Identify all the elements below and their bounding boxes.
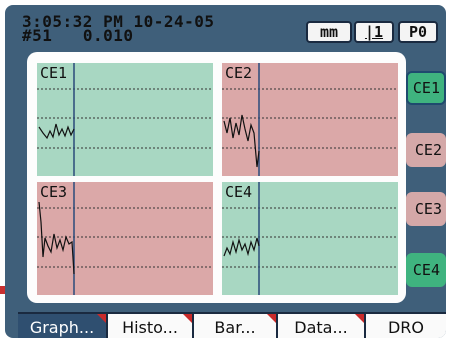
side-button-ce4[interactable]: CE4	[406, 253, 446, 287]
tab-data-label: Data...	[294, 317, 348, 337]
lcs-label: |1	[364, 23, 384, 41]
tab-graph[interactable]: Graph...	[18, 314, 108, 338]
graph-panel-ce2[interactable]: CE2	[222, 63, 398, 176]
status-line-1: 3:05:32 PM 10-24-05	[22, 12, 215, 31]
side-button-ce1[interactable]: CE1	[406, 71, 446, 105]
graph-area: CE1 CE2	[27, 52, 406, 303]
status-value: 0.010	[82, 26, 134, 45]
tab-data[interactable]: Data...	[278, 314, 366, 338]
side-button-ce2[interactable]: CE2	[406, 133, 446, 167]
side-button-ce3[interactable]: CE3	[406, 192, 446, 226]
tab-histo[interactable]: Histo...	[108, 314, 194, 338]
panel-label-ce3: CE3	[40, 183, 68, 201]
tab-dro-label: DRO	[387, 317, 425, 337]
status-sample: #51	[22, 26, 53, 45]
tab-graph-label: Graph...	[29, 317, 95, 337]
status-time: 3:05:32 PM	[22, 12, 124, 31]
tab-indicator	[97, 314, 106, 323]
tab-bar-label: Bar...	[214, 317, 256, 337]
status-date: 10-24-05	[133, 12, 215, 31]
tab-bar[interactable]: Bar...	[194, 314, 278, 338]
graph-panel-ce4[interactable]: CE4	[222, 182, 398, 295]
panel-label-ce4: CE4	[225, 183, 253, 201]
units-button[interactable]: mm	[306, 21, 352, 43]
lcs-button[interactable]: |1	[354, 21, 394, 43]
graph-ce1-plot	[37, 63, 213, 176]
tab-indicator	[267, 314, 276, 323]
part-button[interactable]: P0	[398, 21, 438, 43]
display-screen: 3:05:32 PM 10-24-05 #51 0.010 mm |1 P0 C…	[5, 5, 446, 338]
graph-ce4-plot	[222, 182, 398, 295]
tab-indicator	[355, 314, 364, 323]
panel-label-ce2: CE2	[225, 64, 253, 82]
tab-dro[interactable]: DRO	[366, 314, 446, 338]
edge-marker	[0, 286, 6, 294]
tab-bar: Graph... Histo... Bar... Data... DRO	[18, 312, 446, 338]
tab-histo-label: Histo...	[122, 317, 178, 337]
graph-panel-ce1[interactable]: CE1	[37, 63, 213, 176]
graph-ce3-plot	[37, 182, 213, 295]
graph-ce2-plot	[222, 63, 398, 176]
panel-label-ce1: CE1	[40, 64, 68, 82]
tab-indicator	[183, 314, 192, 323]
graph-panel-ce3[interactable]: CE3	[37, 182, 213, 295]
status-line-2: #51 0.010	[22, 26, 134, 45]
